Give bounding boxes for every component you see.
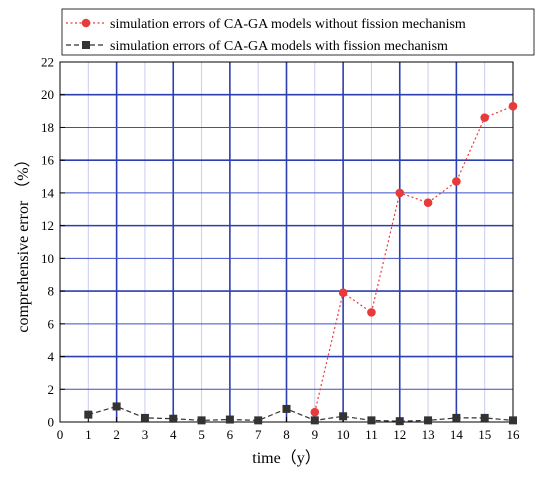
y-tick-label: 20 (41, 87, 54, 102)
x-tick-label: 12 (393, 427, 406, 442)
x-tick-label: 5 (198, 427, 205, 442)
data-point-1 (480, 413, 489, 422)
x-tick-label: 9 (312, 427, 319, 442)
legend: simulation errors of CA-GA models withou… (61, 8, 535, 56)
y-tick-label: 14 (41, 185, 55, 200)
x-tick-label: 0 (57, 427, 64, 442)
series-line-1 (88, 405, 514, 422)
y-tick-label: 10 (41, 251, 54, 266)
legend-label-with-fission: simulation errors of CA-GA models with f… (110, 39, 448, 54)
x-axis-title: time（y） (252, 449, 320, 467)
data-point-0 (452, 177, 461, 186)
x-tick-label: 13 (422, 427, 435, 442)
data-point-1 (367, 416, 376, 425)
y-tick-label: 2 (48, 382, 55, 397)
x-tick-label: 3 (142, 427, 149, 442)
y-tick-label: 22 (41, 55, 54, 70)
grid (60, 62, 513, 422)
data-point-1 (310, 416, 319, 425)
data-point-1 (112, 402, 121, 411)
legend-swatch-marker-1 (82, 41, 90, 49)
axis-ticks: 0 1 2 3 4 5 6 7 8 9 10 11 12 13 14 15 160246810121416182… (41, 55, 520, 443)
x-tick-label: 14 (450, 427, 464, 442)
data-point-1 (282, 404, 291, 413)
x-tick-label: 2 (113, 427, 120, 442)
y-tick-label: 12 (41, 218, 54, 233)
data-point-0 (423, 198, 433, 208)
data-point-0 (395, 188, 405, 198)
data-point-1 (509, 416, 517, 425)
y-tick-label: 8 (48, 284, 55, 299)
y-tick-label: 4 (48, 349, 55, 364)
data-point-1 (254, 416, 263, 425)
data-point-0 (508, 101, 518, 111)
legend-swatch-marker-0 (81, 18, 91, 28)
data-point-1 (84, 410, 93, 419)
y-tick-label: 16 (41, 153, 55, 168)
x-tick-label: 16 (507, 427, 521, 442)
data-point-0 (480, 113, 489, 122)
data-point-0 (310, 407, 320, 417)
legend-label-without-fission: simulation errors of CA-GA models withou… (110, 17, 466, 32)
data-point-1 (339, 412, 348, 421)
data-point-0 (367, 308, 376, 317)
y-tick-label: 0 (48, 415, 55, 430)
y-tick-label: 6 (48, 316, 55, 331)
x-tick-label: 7 (255, 427, 262, 442)
data-point-1 (140, 413, 149, 422)
series-line-0 (314, 105, 514, 413)
data-point-1 (169, 414, 178, 423)
x-tick-label: 11 (365, 427, 378, 442)
data-point-1 (452, 413, 461, 422)
y-tick-label: 18 (41, 120, 54, 135)
x-tick-label: 4 (170, 427, 177, 442)
series-layer (84, 101, 518, 426)
x-tick-label: 6 (227, 427, 234, 442)
data-point-1 (395, 417, 404, 426)
data-point-1 (424, 416, 433, 425)
data-point-0 (338, 288, 348, 298)
data-point-1 (197, 416, 206, 425)
x-tick-label: 8 (283, 427, 290, 442)
data-point-1 (225, 415, 234, 424)
y-axis-title: comprehensive error （%） (14, 151, 32, 332)
x-tick-label: 15 (478, 427, 491, 442)
legend-box (61, 8, 535, 56)
x-tick-label: 10 (337, 427, 350, 442)
x-tick-label: 1 (85, 427, 92, 442)
